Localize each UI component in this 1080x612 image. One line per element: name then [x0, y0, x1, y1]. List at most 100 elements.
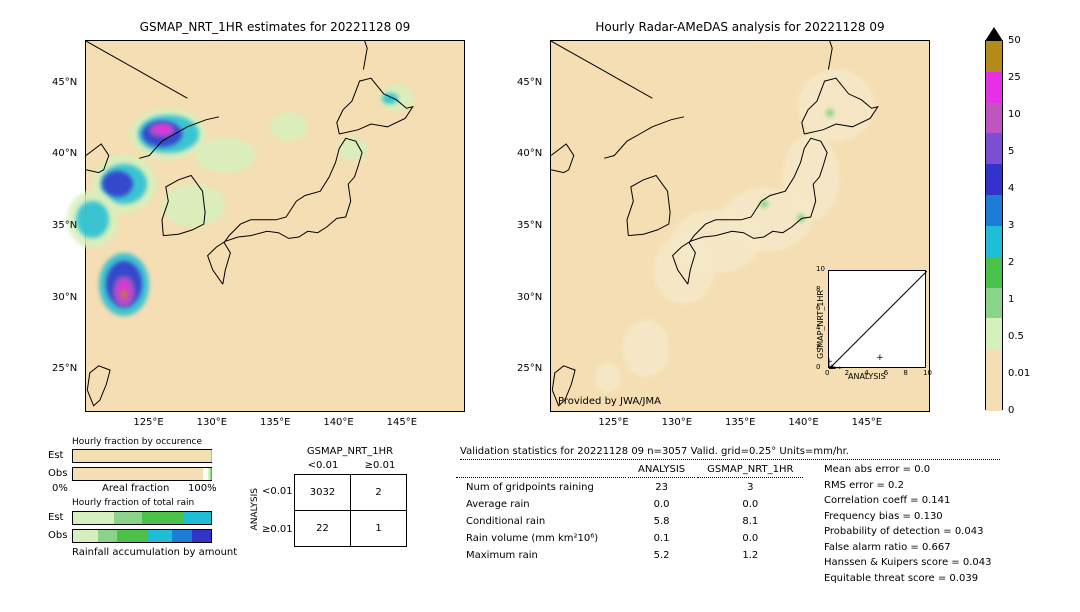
contingency-row-label: <0.01 [262, 486, 293, 497]
colorbar-tick: 2 [1008, 257, 1014, 268]
right-map-title: Hourly Radar-AMeDAS analysis for 2022112… [550, 20, 930, 34]
colorbar-tick: 1 [1008, 294, 1014, 305]
y-tick: 25°N [517, 363, 542, 374]
colorbar: 00.010.512345102550 [985, 40, 1003, 410]
inset-ytick: 8 [816, 285, 820, 293]
inset-ytick: 4 [816, 324, 820, 332]
colorbar-top-arrow-icon [985, 27, 1003, 41]
totalrain-title: Hourly fraction of total rain [72, 498, 194, 508]
contingency-col-header: GSMAP_NRT_1HR [290, 446, 410, 457]
metric-row: Hanssen & Kuipers score = 0.043 [824, 555, 991, 571]
occurrence-x100: 100% [188, 483, 217, 494]
totalrain-caption: Rainfall accumulation by amount [72, 547, 237, 558]
colorbar-tick: 5 [1008, 146, 1014, 157]
left-map-title: GSMAP_NRT_1HR estimates for 20221128 09 [85, 20, 465, 34]
x-tick: 140°E [788, 417, 818, 428]
validation-cell: 1.2 [697, 548, 803, 563]
y-tick: 25°N [52, 363, 77, 374]
x-tick: 135°E [725, 417, 755, 428]
validation-header: Validation statistics for 20221128 09 n=… [460, 446, 1000, 460]
validation-cell: 5.2 [628, 548, 695, 563]
occurrence-title: Hourly fraction by occurence [72, 437, 202, 447]
x-tick: 125°E [598, 417, 628, 428]
bar-row-label: Est [48, 450, 63, 461]
inset-ytick: 2 [816, 343, 820, 351]
x-tick: 140°E [323, 417, 353, 428]
y-tick: 45°N [52, 77, 77, 88]
svg-text:+: + [876, 353, 884, 363]
validation-cell: Maximum rain [456, 548, 626, 563]
contingency-cell: 3032 [295, 475, 351, 511]
bar-segment [192, 530, 211, 542]
validation-cell: 5.8 [628, 514, 695, 529]
bar-segment [172, 530, 191, 542]
colorbar-segment [986, 133, 1002, 164]
colorbar-tick: 50 [1008, 35, 1021, 46]
inset-xtick: 8 [903, 369, 907, 377]
x-tick: 145°E [852, 417, 882, 428]
inset-ytick: 6 [816, 304, 820, 312]
colorbar-segment [986, 349, 1002, 380]
y-tick: 40°N [52, 148, 77, 159]
contingency-cell: 1 [351, 511, 407, 547]
validation-cell: 0.1 [628, 531, 695, 546]
validation-metrics: Mean abs error = 0.0RMS error = 0.2Corre… [824, 462, 991, 586]
bar-segment [98, 530, 117, 542]
contingency-cell: 2 [351, 475, 407, 511]
inset-scatter: ++++++++ [828, 270, 926, 368]
metric-row: Frequency bias = 0.130 [824, 509, 991, 525]
validation-cell: Average rain [456, 497, 626, 512]
contingency-row-header: ANALYSIS [250, 488, 260, 530]
contingency-row-label: ≥0.01 [262, 524, 293, 535]
y-tick: 45°N [517, 77, 542, 88]
bar-segment [117, 530, 147, 542]
colorbar-tick: 10 [1008, 109, 1021, 120]
colorbar-segment [986, 318, 1002, 349]
bar-segment [114, 512, 142, 524]
colorbar-tick: 25 [1008, 72, 1021, 83]
metric-row: Probability of detection = 0.043 [824, 524, 991, 540]
validation-col-header [456, 462, 626, 478]
validation-cell: 0.0 [628, 497, 695, 512]
colorbar-segment [986, 226, 1002, 257]
metric-row: Equitable threat score = 0.039 [824, 571, 991, 587]
y-tick: 40°N [517, 148, 542, 159]
colorbar-tick: 3 [1008, 220, 1014, 231]
validation-table: ANALYSISGSMAP_NRT_1HR Num of gridpoints r… [454, 460, 805, 565]
inset-xtick: 6 [884, 369, 888, 377]
y-tick: 30°N [517, 292, 542, 303]
validation-cell: 23 [628, 480, 695, 495]
colorbar-tick: 4 [1008, 183, 1014, 194]
svg-text:+: + [829, 363, 836, 369]
bar-row-label: Obs [48, 530, 67, 541]
colorbar-segment [986, 288, 1002, 319]
colorbar-segment [986, 103, 1002, 134]
bar-row [72, 467, 212, 481]
left-map [85, 40, 465, 412]
colorbar-segment [986, 164, 1002, 195]
inset-ytick: 0 [816, 363, 820, 371]
bar-segment [73, 450, 210, 462]
validation-col-header: ANALYSIS [628, 462, 695, 478]
metric-row: False alarm ratio = 0.667 [824, 540, 991, 556]
contingency-col-label: ≥0.01 [353, 460, 407, 471]
validation-col-header: GSMAP_NRT_1HR [697, 462, 803, 478]
inset-xtick: 4 [864, 369, 868, 377]
bar-row-label: Est [48, 512, 63, 523]
validation-cell: Num of gridpoints raining [456, 480, 626, 495]
validation-cell: Conditional rain [456, 514, 626, 529]
occurrence-x0: 0% [52, 483, 68, 494]
colorbar-segment [986, 195, 1002, 226]
metric-row: Mean abs error = 0.0 [824, 462, 991, 478]
x-tick: 135°E [260, 417, 290, 428]
colorbar-segment [986, 380, 1002, 411]
bar-row-label: Obs [48, 468, 67, 479]
bar-segment [73, 512, 114, 524]
bar-segment [142, 512, 183, 524]
contingency-cell: 22 [295, 511, 351, 547]
x-tick: 130°E [197, 417, 227, 428]
occurrence-xcaption: Areal fraction [102, 483, 169, 494]
colorbar-segment [986, 41, 1002, 72]
contingency-table: 30322221 [294, 474, 407, 547]
validation-cell: Rain volume (mm km²10⁶) [456, 531, 626, 546]
